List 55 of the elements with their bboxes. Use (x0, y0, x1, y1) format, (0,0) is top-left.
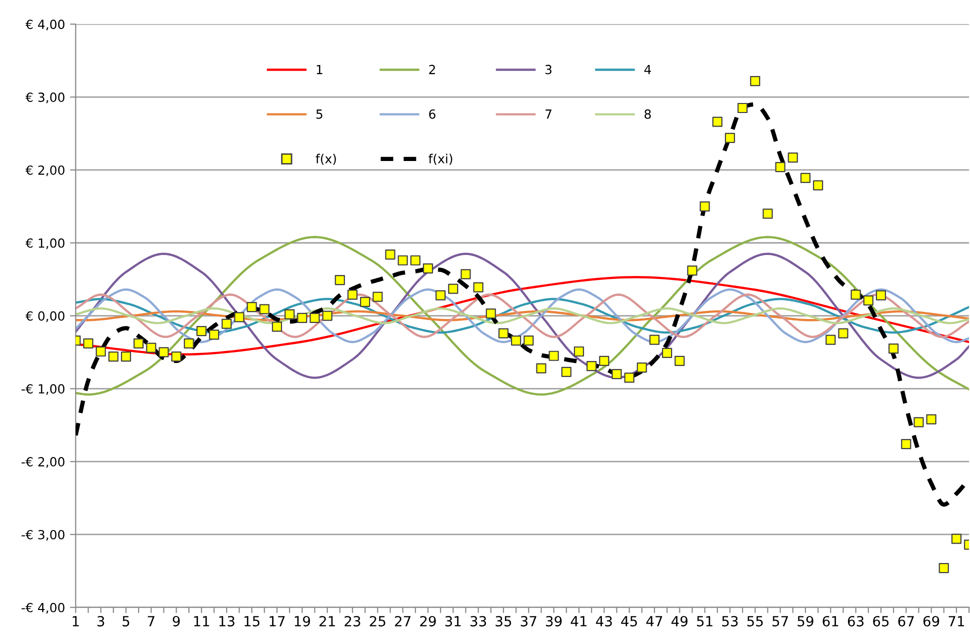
legend-label: 2 (429, 64, 435, 74)
x-tick-label: 55 (747, 616, 763, 626)
x-tick-label: 51 (697, 616, 712, 626)
x-tick-label: 11 (194, 616, 210, 626)
x-tick-label: 31 (445, 616, 461, 626)
x-tick-label: 27 (394, 616, 410, 626)
x-tick-label: 29 (420, 616, 436, 626)
x-tick-label: 41 (570, 616, 587, 626)
y-tick-label: -€ 3,00 (22, 530, 64, 541)
x-tick-label: 37 (520, 616, 536, 626)
x-tick-label: 65 (873, 616, 889, 626)
x-tick-label: 49 (671, 616, 688, 626)
x-tick-label: 5 (122, 616, 130, 626)
x-tick-label: 43 (596, 616, 612, 626)
legend-label: 5 (316, 110, 322, 119)
y-tick-label: -€ 4,00 (22, 602, 64, 614)
x-tick-label: 69 (923, 616, 940, 626)
legend-label: f(xi) (428, 154, 452, 165)
x-tick-label: 17 (270, 616, 285, 626)
y-tick-label: € 1,00 (25, 238, 64, 250)
y-tick-label: € 2,00 (25, 165, 64, 176)
x-tick-label: 47 (646, 616, 662, 626)
x-tick-label: 63 (848, 616, 864, 626)
y-tick-label: -€ 1,00 (22, 384, 64, 395)
y-tick-label: € 0,00 (25, 311, 64, 322)
legend-label: 6 (429, 109, 436, 119)
x-tick-label: 35 (496, 616, 512, 626)
x-tick-label: 9 (172, 616, 180, 626)
legend-label: 1 (316, 64, 322, 74)
x-tick-label: 57 (772, 616, 788, 626)
legend-label: 8 (644, 109, 651, 119)
x-tick-label: 59 (798, 616, 814, 626)
y-tick-label: € 4,00 (25, 20, 64, 30)
legend-label: 7 (546, 110, 552, 119)
x-tick-label: 61 (822, 616, 838, 626)
x-tick-label: 15 (244, 616, 260, 626)
legend-label: 3 (545, 64, 552, 74)
x-tick-label: 39 (546, 616, 562, 626)
x-tick-label: 3 (97, 616, 104, 626)
legend-label: f(x) (316, 154, 336, 165)
legend-label: 4 (644, 64, 651, 74)
x-tick-label: 33 (470, 616, 486, 626)
x-tick-label: 25 (370, 616, 386, 626)
y-tick-label: -€ 2,00 (22, 457, 64, 468)
x-tick-label: 67 (898, 616, 914, 626)
x-tick-label: 23 (344, 616, 360, 626)
x-tick-label: 21 (319, 616, 335, 626)
x-tick-label: 45 (621, 616, 637, 626)
y-tick-label: € 3,00 (25, 92, 64, 104)
x-tick-label: 53 (722, 616, 738, 626)
x-tick-label: 1 (72, 616, 79, 626)
x-tick-label: 7 (148, 616, 154, 626)
x-tick-label: 13 (219, 616, 234, 626)
x-tick-label: 19 (294, 616, 310, 626)
x-tick-label: 71 (948, 616, 964, 626)
